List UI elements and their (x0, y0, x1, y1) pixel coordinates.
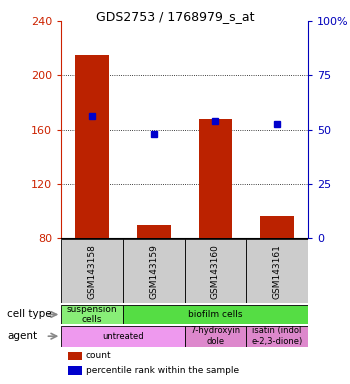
Text: cell type: cell type (7, 310, 52, 319)
Bar (61, 326, 185, 347)
Text: biofilm cells: biofilm cells (188, 310, 243, 319)
Bar (61, 305, 123, 324)
Text: GSM143160: GSM143160 (211, 244, 220, 298)
Bar (260, 217, 294, 238)
Bar (123, 305, 308, 324)
Text: 7-hydroxyin
dole: 7-hydroxyin dole (190, 326, 240, 346)
Text: count: count (86, 351, 111, 361)
Text: isatin (indol
e-2,3-dione): isatin (indol e-2,3-dione) (252, 326, 303, 346)
Text: untreated: untreated (102, 332, 144, 341)
Bar (246, 326, 308, 347)
Text: suspension
cells: suspension cells (67, 305, 117, 324)
Text: GSM143161: GSM143161 (273, 244, 282, 298)
Bar (185, 239, 246, 303)
Bar (137, 225, 171, 238)
Text: agent: agent (7, 331, 37, 341)
Bar (185, 326, 246, 347)
Text: GDS2753 / 1768979_s_at: GDS2753 / 1768979_s_at (96, 10, 254, 23)
Bar (246, 239, 308, 303)
Bar (75, 55, 109, 238)
Text: GSM143159: GSM143159 (149, 244, 158, 298)
Bar (61, 239, 123, 303)
Bar (123, 239, 185, 303)
Text: GSM143158: GSM143158 (88, 244, 97, 298)
Bar (198, 119, 232, 238)
Text: percentile rank within the sample: percentile rank within the sample (86, 366, 239, 375)
